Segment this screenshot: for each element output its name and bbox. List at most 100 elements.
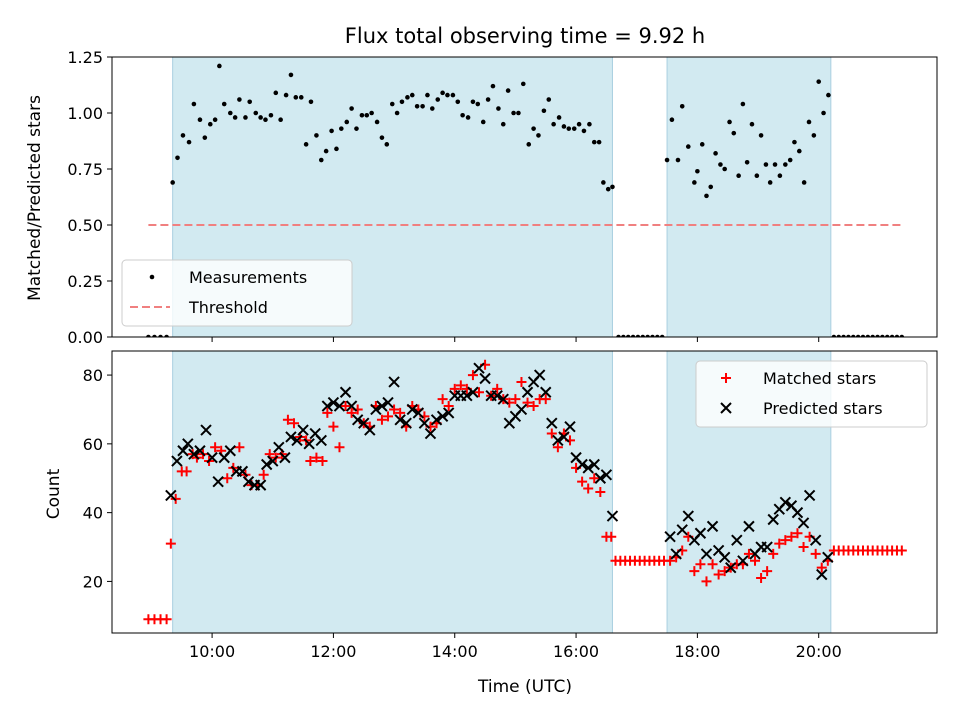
y-tick-label: 1.00 bbox=[67, 104, 103, 123]
panel-ratio: 0.00 0.25 0.50 0.75 1.00 1.25 Measurements Thre… bbox=[67, 48, 938, 347]
data-point bbox=[394, 414, 406, 426]
data-point bbox=[200, 424, 212, 436]
data-point bbox=[707, 559, 718, 570]
data-point bbox=[146, 334, 151, 337]
data-point bbox=[171, 455, 183, 467]
y-tick-label: 60 bbox=[83, 435, 103, 454]
data-point bbox=[328, 421, 339, 432]
data-point bbox=[763, 162, 769, 167]
data-point bbox=[346, 407, 357, 418]
data-point bbox=[323, 148, 329, 154]
data-point bbox=[222, 473, 233, 484]
panel-data bbox=[143, 359, 907, 625]
data-point bbox=[736, 173, 741, 179]
data-point bbox=[700, 548, 713, 560]
data-point bbox=[704, 193, 709, 199]
data-point bbox=[467, 386, 479, 398]
data-point bbox=[731, 534, 743, 546]
data-point bbox=[625, 334, 631, 337]
data-point bbox=[744, 159, 750, 165]
data-point bbox=[510, 394, 521, 405]
data-point bbox=[558, 431, 570, 443]
data-point bbox=[722, 166, 727, 172]
panel-data bbox=[146, 63, 905, 337]
data-point bbox=[621, 334, 626, 337]
data-point bbox=[894, 334, 900, 337]
data-point bbox=[520, 81, 526, 87]
data-point bbox=[699, 142, 705, 147]
data-point bbox=[725, 561, 737, 574]
data-point bbox=[322, 407, 333, 418]
data-point bbox=[713, 569, 724, 580]
data-point bbox=[340, 401, 351, 412]
data-point bbox=[412, 407, 425, 419]
data-point bbox=[583, 483, 594, 494]
x-axis-label: Time (UTC) bbox=[477, 677, 572, 697]
data-point bbox=[344, 119, 350, 125]
data-point bbox=[756, 572, 767, 583]
data-point bbox=[582, 462, 594, 474]
data-point bbox=[706, 520, 719, 533]
data-point bbox=[177, 445, 189, 457]
data-point bbox=[531, 126, 536, 131]
data-point bbox=[767, 513, 779, 526]
data-point bbox=[566, 126, 572, 131]
data-point bbox=[635, 334, 641, 337]
data-point bbox=[850, 334, 856, 337]
x-tick-label: 12:00 bbox=[310, 642, 356, 661]
data-point bbox=[221, 101, 227, 107]
data-point bbox=[533, 369, 546, 381]
data-point bbox=[461, 389, 473, 402]
data-point bbox=[889, 334, 895, 337]
data-point bbox=[388, 376, 400, 388]
data-point bbox=[587, 121, 592, 127]
data-point bbox=[165, 489, 177, 502]
data-point bbox=[180, 133, 186, 138]
series-predicted-stars bbox=[165, 362, 834, 581]
data-point bbox=[796, 148, 802, 154]
y-tick-label: 40 bbox=[83, 504, 103, 523]
data-point bbox=[351, 414, 364, 426]
data-point bbox=[821, 110, 826, 116]
data-point bbox=[591, 139, 597, 145]
data-point bbox=[816, 562, 827, 573]
data-point bbox=[605, 186, 611, 192]
data-point bbox=[161, 614, 172, 625]
data-point bbox=[479, 372, 491, 385]
data-point bbox=[783, 162, 788, 167]
data-point bbox=[197, 117, 203, 123]
data-point bbox=[308, 99, 314, 105]
data-point bbox=[399, 99, 405, 105]
data-point bbox=[792, 528, 803, 539]
data-point bbox=[718, 551, 731, 564]
data-point bbox=[364, 112, 370, 118]
data-point bbox=[349, 106, 354, 111]
data-point bbox=[175, 155, 180, 161]
data-point bbox=[354, 126, 359, 131]
data-point bbox=[430, 414, 443, 426]
data-point bbox=[224, 445, 236, 457]
data-point bbox=[339, 386, 352, 398]
data-point bbox=[616, 334, 621, 337]
data-point bbox=[285, 431, 297, 443]
data-point bbox=[750, 555, 761, 566]
x-tick-label: 18:00 bbox=[674, 642, 720, 661]
data-point bbox=[899, 334, 905, 337]
data-point bbox=[701, 576, 712, 587]
data-point bbox=[297, 424, 309, 436]
data-point bbox=[329, 128, 334, 134]
data-point bbox=[188, 448, 200, 460]
data-point bbox=[541, 108, 547, 114]
data-point bbox=[606, 531, 617, 542]
data-point bbox=[806, 119, 812, 125]
data-point bbox=[772, 162, 778, 167]
data-point bbox=[345, 400, 358, 412]
legend-marker bbox=[721, 373, 731, 383]
data-point bbox=[227, 110, 233, 116]
data-point bbox=[210, 442, 221, 453]
data-point bbox=[267, 455, 279, 467]
data-point bbox=[212, 117, 218, 123]
data-point bbox=[152, 334, 157, 337]
data-point bbox=[695, 168, 700, 174]
